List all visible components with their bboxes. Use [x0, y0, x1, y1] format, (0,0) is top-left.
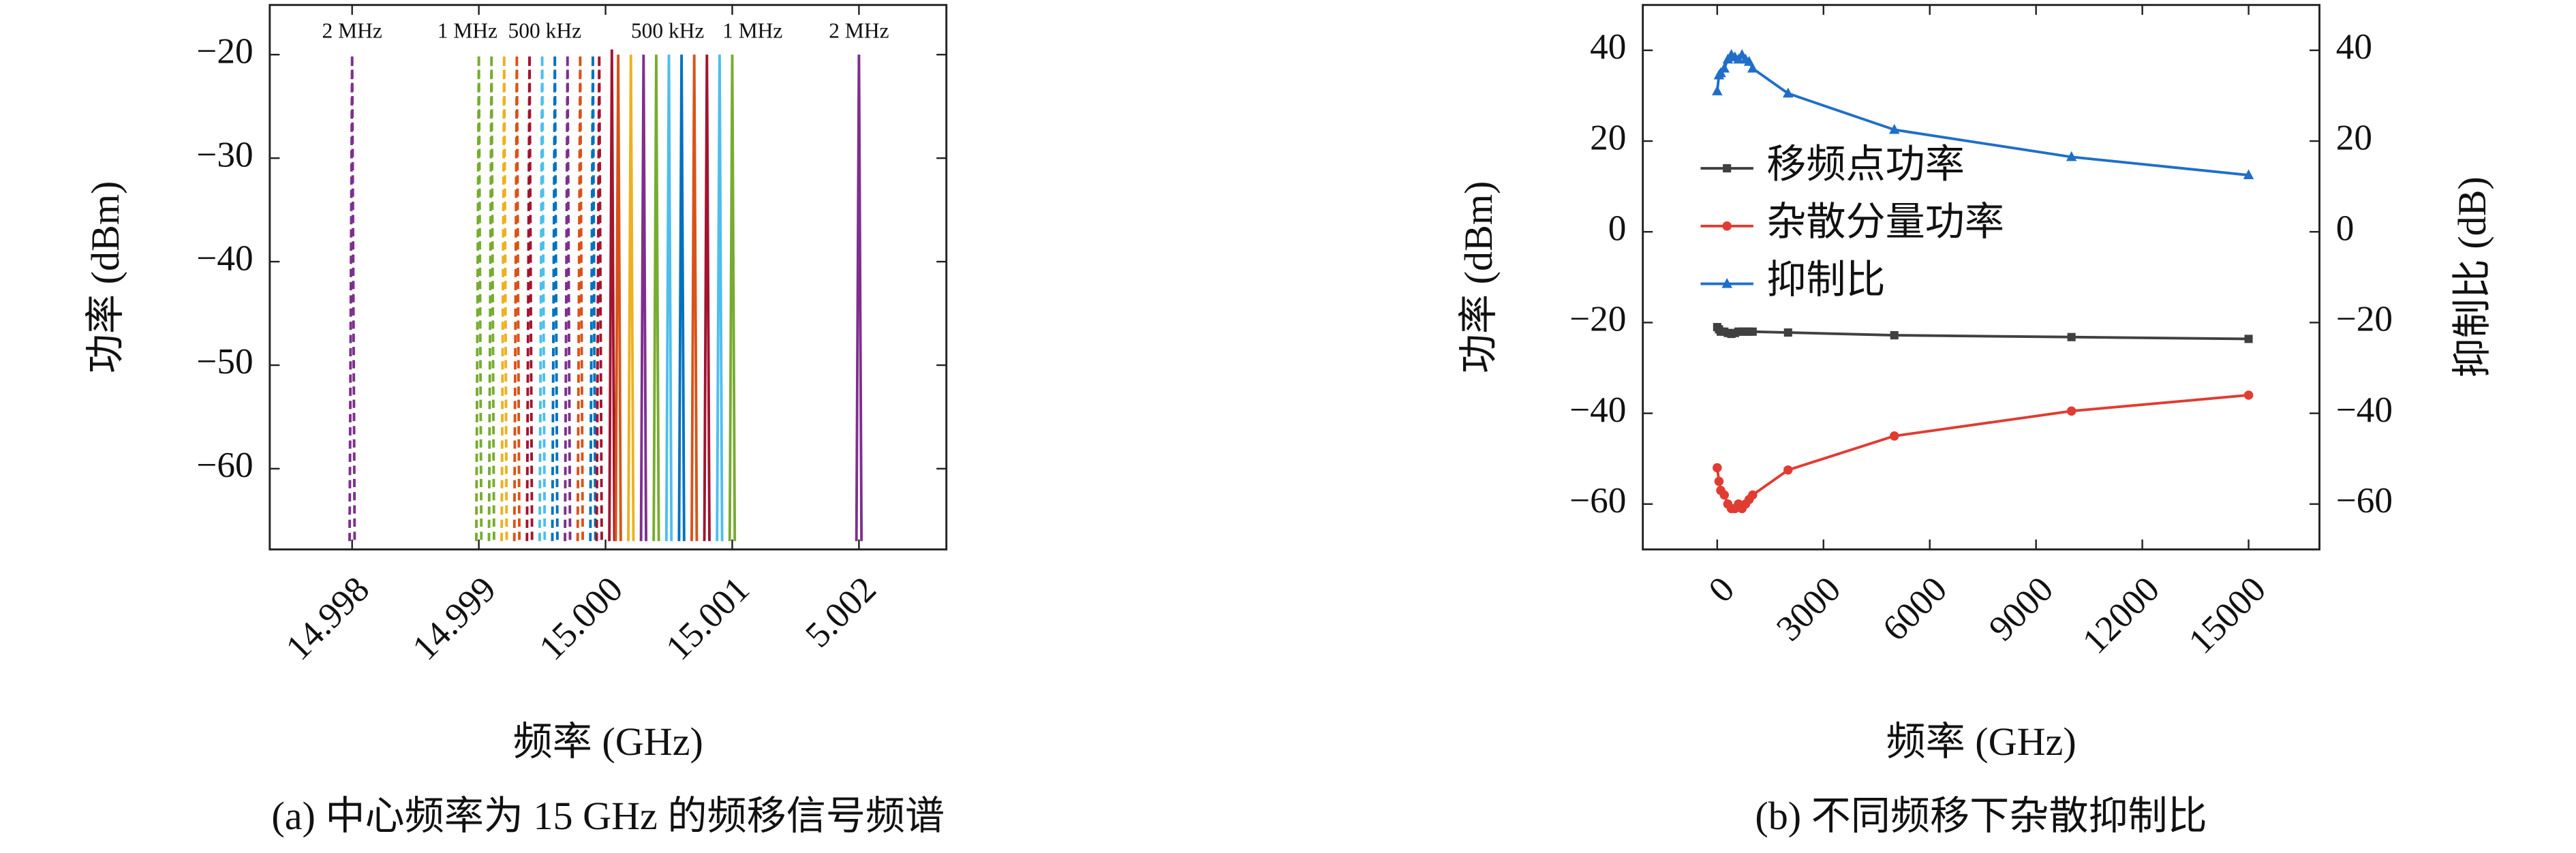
- y2-tick-label: 0: [2336, 208, 2355, 248]
- series-line: [576, 55, 585, 542]
- marker: [2243, 169, 2254, 180]
- marker: [1719, 63, 1730, 73]
- y-tick-label: 20: [1590, 117, 1626, 157]
- marker: [1714, 476, 1724, 486]
- marker: [1890, 331, 1899, 340]
- marker: [1888, 123, 1900, 134]
- marker: [2067, 332, 2076, 341]
- series-line: [595, 55, 603, 542]
- y-tick-label: −30: [196, 134, 253, 174]
- plot-frame: [269, 3, 948, 550]
- y2-axis-label: 抑制比 (dB): [2450, 176, 2494, 377]
- y2-tick-label: −20: [2336, 299, 2393, 339]
- series-line: [589, 55, 597, 542]
- y-axis-label: 功率 (dBm): [1456, 181, 1501, 373]
- x-tick-label: 15000: [2181, 569, 2273, 662]
- y-tick-label: −60: [1569, 480, 1626, 521]
- series-line: [525, 55, 534, 542]
- x-tick-label: 15.001: [658, 569, 757, 668]
- marker: [2244, 335, 2253, 343]
- y-tick-label: 40: [1590, 27, 1626, 67]
- y-tick-label: −40: [1569, 390, 1626, 430]
- series-line: [348, 55, 356, 542]
- marker: [1712, 85, 1723, 95]
- y-tick-label: −50: [196, 341, 253, 382]
- y-tick-label: −20: [196, 31, 253, 71]
- series-line: [855, 55, 863, 542]
- caption: (a) 中心频率为 15 GHz 的频移信号频谱: [271, 794, 945, 838]
- marker: [1743, 56, 1755, 66]
- y2-tick-label: 20: [2336, 117, 2372, 157]
- annotation: 500 kHz: [508, 19, 582, 43]
- series-line: [627, 55, 635, 542]
- series-line: [664, 55, 673, 542]
- marker: [2066, 406, 2076, 416]
- annotation: 2 MHz: [829, 19, 889, 43]
- y-tick-label: −40: [196, 238, 253, 278]
- x-tick-label: 0: [1701, 569, 1743, 610]
- marker: [1719, 490, 1729, 500]
- series-line: [538, 55, 547, 542]
- x-tick-label: 14.999: [405, 569, 504, 668]
- y-tick-label: −60: [196, 445, 253, 485]
- marker: [1783, 328, 1792, 337]
- x-tick-label: 15.000: [532, 569, 630, 668]
- series-line: [608, 49, 616, 542]
- series-line: [512, 55, 521, 542]
- plot-frame: [1642, 3, 2320, 550]
- series-line: [703, 55, 711, 542]
- marker: [1713, 463, 1722, 473]
- marker: [1723, 164, 1732, 173]
- series-line: [500, 55, 508, 542]
- marker: [1783, 465, 1793, 475]
- series-line: [614, 55, 622, 542]
- x-tick-label: 6000: [1875, 569, 1954, 649]
- series-line: [728, 55, 737, 542]
- caption: (b) 不同频移下杂散抑制比: [1755, 794, 2207, 838]
- annotation: 1 MHz: [438, 19, 497, 43]
- marker: [2066, 151, 2077, 161]
- annotation: 2 MHz: [322, 19, 382, 43]
- marker: [1722, 221, 1732, 231]
- marker: [2243, 390, 2254, 400]
- annotation: 500 kHz: [631, 19, 705, 43]
- x-tick-label: 9000: [1981, 569, 2061, 649]
- x-axis-label: 频率 (GHz): [513, 719, 703, 764]
- y2-tick-label: 40: [2336, 27, 2372, 67]
- marker: [1747, 63, 1758, 73]
- series-line: [1715, 394, 2249, 511]
- series-line: [716, 55, 724, 542]
- marker: [1748, 327, 1757, 336]
- y2-tick-label: −40: [2336, 390, 2393, 430]
- y-tick-label: 0: [1608, 208, 1627, 248]
- x-tick-label: 3000: [1768, 569, 1848, 649]
- marker: [1783, 87, 1794, 98]
- y2-tick-label: −60: [2336, 480, 2393, 521]
- series-line: [639, 55, 647, 542]
- y-tick-label: −20: [1569, 299, 1626, 339]
- legend-label: 抑制比: [1766, 258, 1885, 302]
- legend-label: 杂散分量功率: [1766, 200, 2004, 244]
- marker: [1748, 490, 1758, 500]
- series-line: [652, 55, 660, 542]
- series-line: [690, 55, 699, 542]
- series-line: [474, 55, 483, 542]
- legend-label: 移频点功率: [1766, 142, 1965, 186]
- series-line: [487, 55, 495, 542]
- series-line: [551, 55, 559, 542]
- series-line: [1716, 326, 2249, 341]
- x-tick-label: 5.002: [797, 569, 883, 655]
- marker: [1721, 278, 1732, 288]
- annotation: 1 MHz: [722, 19, 782, 43]
- series-line: [564, 55, 572, 542]
- marker: [1889, 431, 1899, 441]
- x-tick-label: 14.998: [278, 569, 377, 668]
- y-axis-label: 功率 (dBm): [83, 181, 127, 373]
- series-line: [677, 55, 686, 542]
- x-axis-label: 频率 (GHz): [1886, 719, 2076, 764]
- x-tick-label: 12000: [2074, 569, 2167, 662]
